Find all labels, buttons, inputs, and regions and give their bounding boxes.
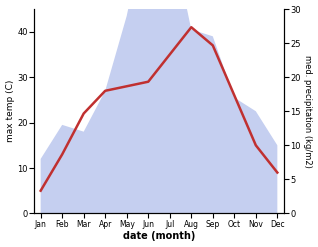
Y-axis label: med. precipitation (kg/m2): med. precipitation (kg/m2) bbox=[303, 55, 313, 168]
X-axis label: date (month): date (month) bbox=[123, 231, 195, 242]
Y-axis label: max temp (C): max temp (C) bbox=[5, 80, 15, 143]
